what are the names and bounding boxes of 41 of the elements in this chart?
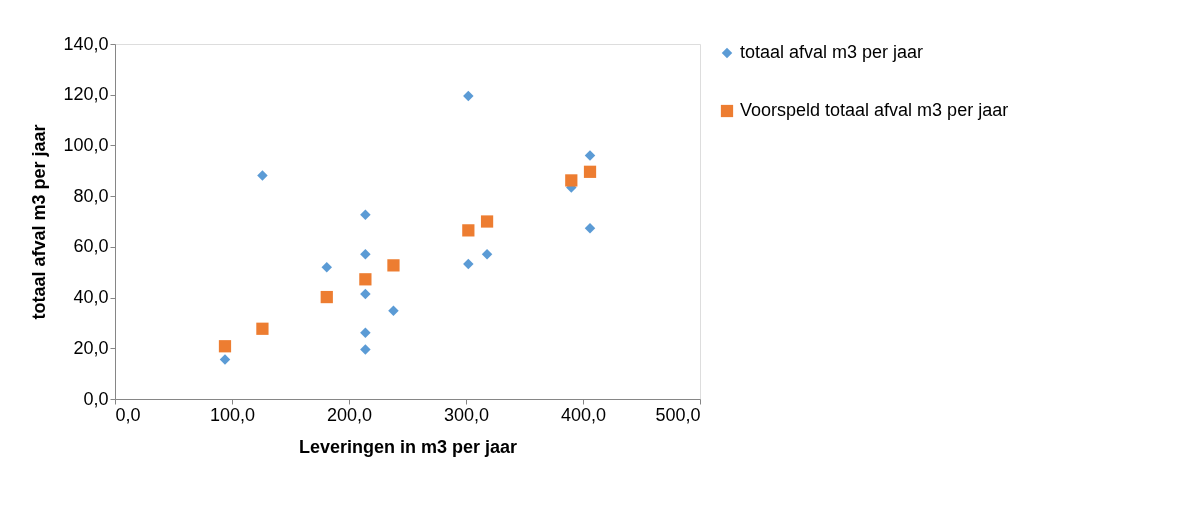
x-tick-label: 400,0 bbox=[560, 404, 607, 425]
legend-label: Voorspeld totaal afval m3 per jaar bbox=[740, 100, 1009, 120]
point bbox=[463, 90, 474, 102]
y-tick-label: 140,0 bbox=[63, 33, 109, 54]
y-tick-label: 80,0 bbox=[73, 185, 109, 206]
point bbox=[360, 248, 371, 260]
point bbox=[359, 273, 372, 286]
y-tick-label: 100,0 bbox=[63, 134, 109, 155]
y-tick-label: 40,0 bbox=[73, 287, 109, 308]
point bbox=[360, 288, 371, 300]
point bbox=[257, 170, 268, 181]
x-tick-label: 0,0 bbox=[115, 404, 141, 425]
point bbox=[219, 354, 231, 365]
point bbox=[360, 327, 371, 339]
point bbox=[583, 165, 597, 178]
point bbox=[320, 290, 333, 304]
x-axis-title: Leveringen in m3 per jaar bbox=[298, 436, 518, 457]
legend-label: totaal afval m3 per jaar bbox=[740, 42, 924, 62]
x-tick-label: 500,0 bbox=[655, 404, 701, 425]
x-tick-label: 100,0 bbox=[209, 404, 256, 425]
y-tick-label: 0,0 bbox=[83, 388, 109, 409]
point bbox=[388, 305, 399, 316]
point bbox=[387, 259, 400, 272]
point bbox=[360, 209, 371, 220]
point bbox=[584, 223, 596, 234]
y-tick-label: 20,0 bbox=[73, 337, 109, 358]
point bbox=[480, 215, 494, 228]
y-tick-label: 60,0 bbox=[73, 236, 109, 257]
point bbox=[462, 224, 475, 237]
point bbox=[481, 248, 493, 260]
x-tick-label: 200,0 bbox=[326, 404, 373, 425]
point bbox=[360, 344, 371, 355]
point bbox=[565, 174, 578, 187]
x-tick-label: 300,0 bbox=[443, 404, 490, 425]
point bbox=[463, 258, 474, 270]
point bbox=[218, 340, 232, 353]
point bbox=[321, 261, 333, 273]
y-tick-label: 120,0 bbox=[63, 84, 109, 105]
point bbox=[256, 322, 269, 335]
point bbox=[584, 150, 596, 161]
y-axis-title: totaal afval m3 per jaar bbox=[29, 124, 50, 320]
